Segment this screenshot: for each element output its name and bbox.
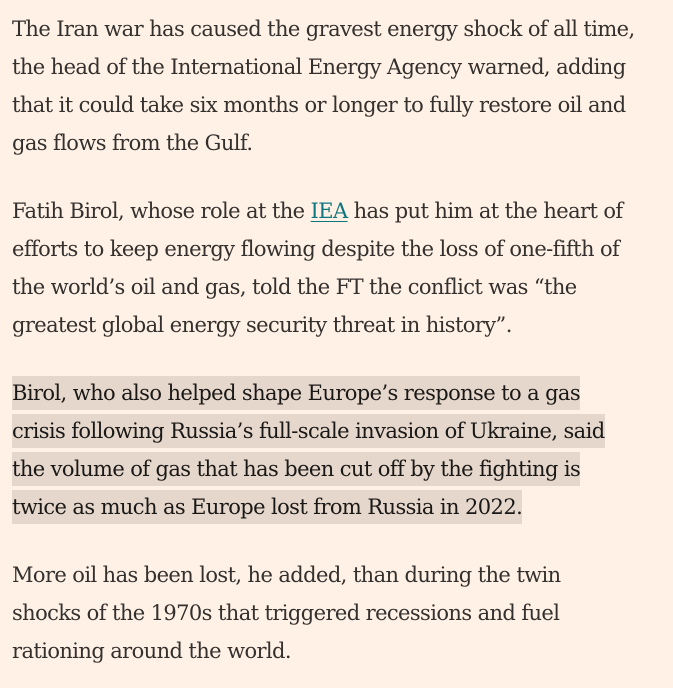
paragraph-line: that it could take six months or longer … — [12, 93, 626, 117]
paragraph-4: More oil has been lost, he added, than d… — [12, 556, 661, 670]
highlighted-line-wrap: the volume of gas that has been cut off … — [12, 450, 661, 488]
line-text-after-link: has put him at the heart of — [347, 199, 624, 223]
paragraph-line: the world’s oil and gas, told the FT the… — [12, 275, 577, 299]
paragraph-line: rationing around the world. — [12, 639, 292, 663]
highlighted-line[interactable]: the volume of gas that has been cut off … — [12, 452, 581, 486]
paragraph-line: gas flows from the Gulf. — [12, 131, 253, 155]
paragraph-line-with-link: Fatih Birol, whose role at the IEA has p… — [12, 192, 661, 230]
highlighted-line-wrap: Birol, who also helped shape Europe’s re… — [12, 374, 661, 412]
paragraph-line: shocks of the 1970s that triggered reces… — [12, 601, 560, 625]
highlighted-line[interactable]: Birol, who also helped shape Europe’s re… — [12, 376, 581, 410]
paragraph-line: The Iran war has caused the gravest ener… — [12, 17, 635, 41]
highlighted-line-wrap: twice as much as Europe lost from Russia… — [12, 488, 661, 526]
paragraph-1: The Iran war has caused the gravest ener… — [12, 10, 661, 162]
paragraph-line: the head of the International Energy Age… — [12, 55, 626, 79]
paragraph-line: More oil has been lost, he added, than d… — [12, 563, 561, 587]
highlighted-line[interactable]: crisis following Russia’s full-scale inv… — [12, 414, 605, 448]
paragraph-3-highlighted: Birol, who also helped shape Europe’s re… — [12, 374, 661, 526]
highlighted-line[interactable]: twice as much as Europe lost from Russia… — [12, 490, 523, 524]
iea-link[interactable]: IEA — [310, 199, 349, 223]
highlighted-line-wrap: crisis following Russia’s full-scale inv… — [12, 412, 661, 450]
paragraph-line: efforts to keep energy flowing despite t… — [12, 237, 620, 261]
paragraph-2: Fatih Birol, whose role at the IEA has p… — [12, 192, 661, 344]
line-text-before-link: Fatih Birol, whose role at the — [12, 199, 311, 223]
paragraph-line: greatest global energy security threat i… — [12, 313, 512, 337]
